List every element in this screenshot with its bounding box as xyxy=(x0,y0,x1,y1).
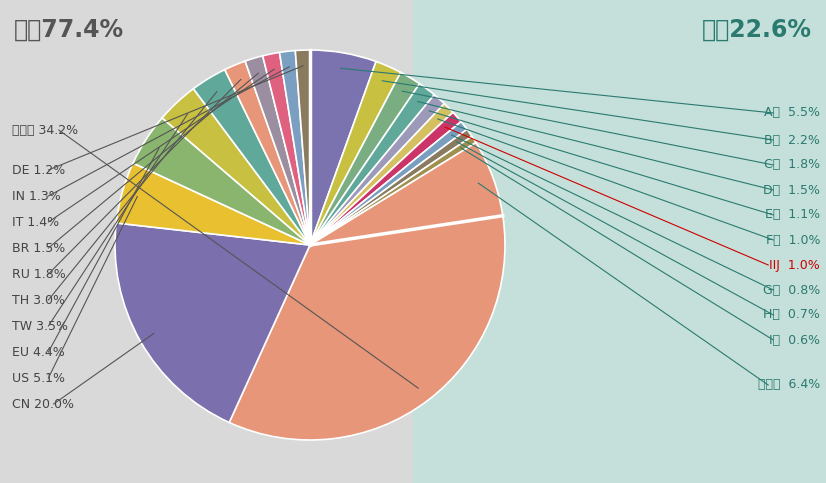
Wedge shape xyxy=(133,118,310,245)
Text: TW 3.5%: TW 3.5% xyxy=(12,319,68,332)
Text: その他  6.4%: その他 6.4% xyxy=(757,379,820,392)
Text: B社  2.2%: B社 2.2% xyxy=(764,133,820,146)
Text: 国外77.4%: 国外77.4% xyxy=(14,18,124,42)
Wedge shape xyxy=(225,61,310,245)
Text: DE 1.2%: DE 1.2% xyxy=(12,164,65,176)
Wedge shape xyxy=(310,122,467,245)
Text: H社  0.7%: H社 0.7% xyxy=(763,309,820,322)
Text: IIJ  1.0%: IIJ 1.0% xyxy=(769,258,820,271)
Text: 国内22.6%: 国内22.6% xyxy=(702,18,812,42)
Text: IN 1.3%: IN 1.3% xyxy=(12,189,61,202)
Wedge shape xyxy=(310,113,461,245)
Wedge shape xyxy=(310,72,420,245)
Wedge shape xyxy=(296,50,310,245)
Text: BR 1.5%: BR 1.5% xyxy=(12,242,65,255)
Text: RU 1.8%: RU 1.8% xyxy=(12,268,66,281)
Text: A社  5.5%: A社 5.5% xyxy=(764,106,820,119)
Text: C社  1.8%: C社 1.8% xyxy=(764,158,820,171)
Text: E社  1.1%: E社 1.1% xyxy=(765,209,820,222)
Wedge shape xyxy=(310,84,434,245)
Wedge shape xyxy=(115,223,310,423)
Text: CN 20.0%: CN 20.0% xyxy=(12,398,74,411)
Wedge shape xyxy=(279,51,310,245)
Bar xyxy=(413,0,826,483)
Wedge shape xyxy=(310,95,444,245)
Text: TH 3.0%: TH 3.0% xyxy=(12,294,65,307)
Wedge shape xyxy=(162,89,310,245)
Text: D社  1.5%: D社 1.5% xyxy=(763,184,820,197)
Wedge shape xyxy=(310,104,453,245)
Wedge shape xyxy=(310,50,376,245)
Wedge shape xyxy=(310,61,401,245)
Wedge shape xyxy=(116,163,310,245)
Wedge shape xyxy=(310,129,472,245)
Text: I社  0.6%: I社 0.6% xyxy=(769,333,820,346)
Wedge shape xyxy=(193,70,310,245)
Text: IT 1.4%: IT 1.4% xyxy=(12,215,59,228)
Bar xyxy=(0,0,413,483)
Text: G社  0.8%: G社 0.8% xyxy=(762,284,820,297)
Text: F社  1.0%: F社 1.0% xyxy=(766,233,820,246)
Wedge shape xyxy=(229,216,505,440)
Text: EU 4.4%: EU 4.4% xyxy=(12,345,64,358)
Wedge shape xyxy=(310,136,476,245)
Text: その他 34.2%: その他 34.2% xyxy=(12,124,78,137)
Wedge shape xyxy=(263,52,310,245)
Text: US 5.1%: US 5.1% xyxy=(12,371,65,384)
Wedge shape xyxy=(245,56,310,245)
Wedge shape xyxy=(310,142,503,245)
